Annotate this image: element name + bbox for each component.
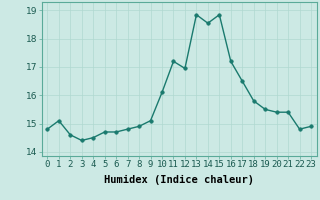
X-axis label: Humidex (Indice chaleur): Humidex (Indice chaleur) xyxy=(104,175,254,185)
